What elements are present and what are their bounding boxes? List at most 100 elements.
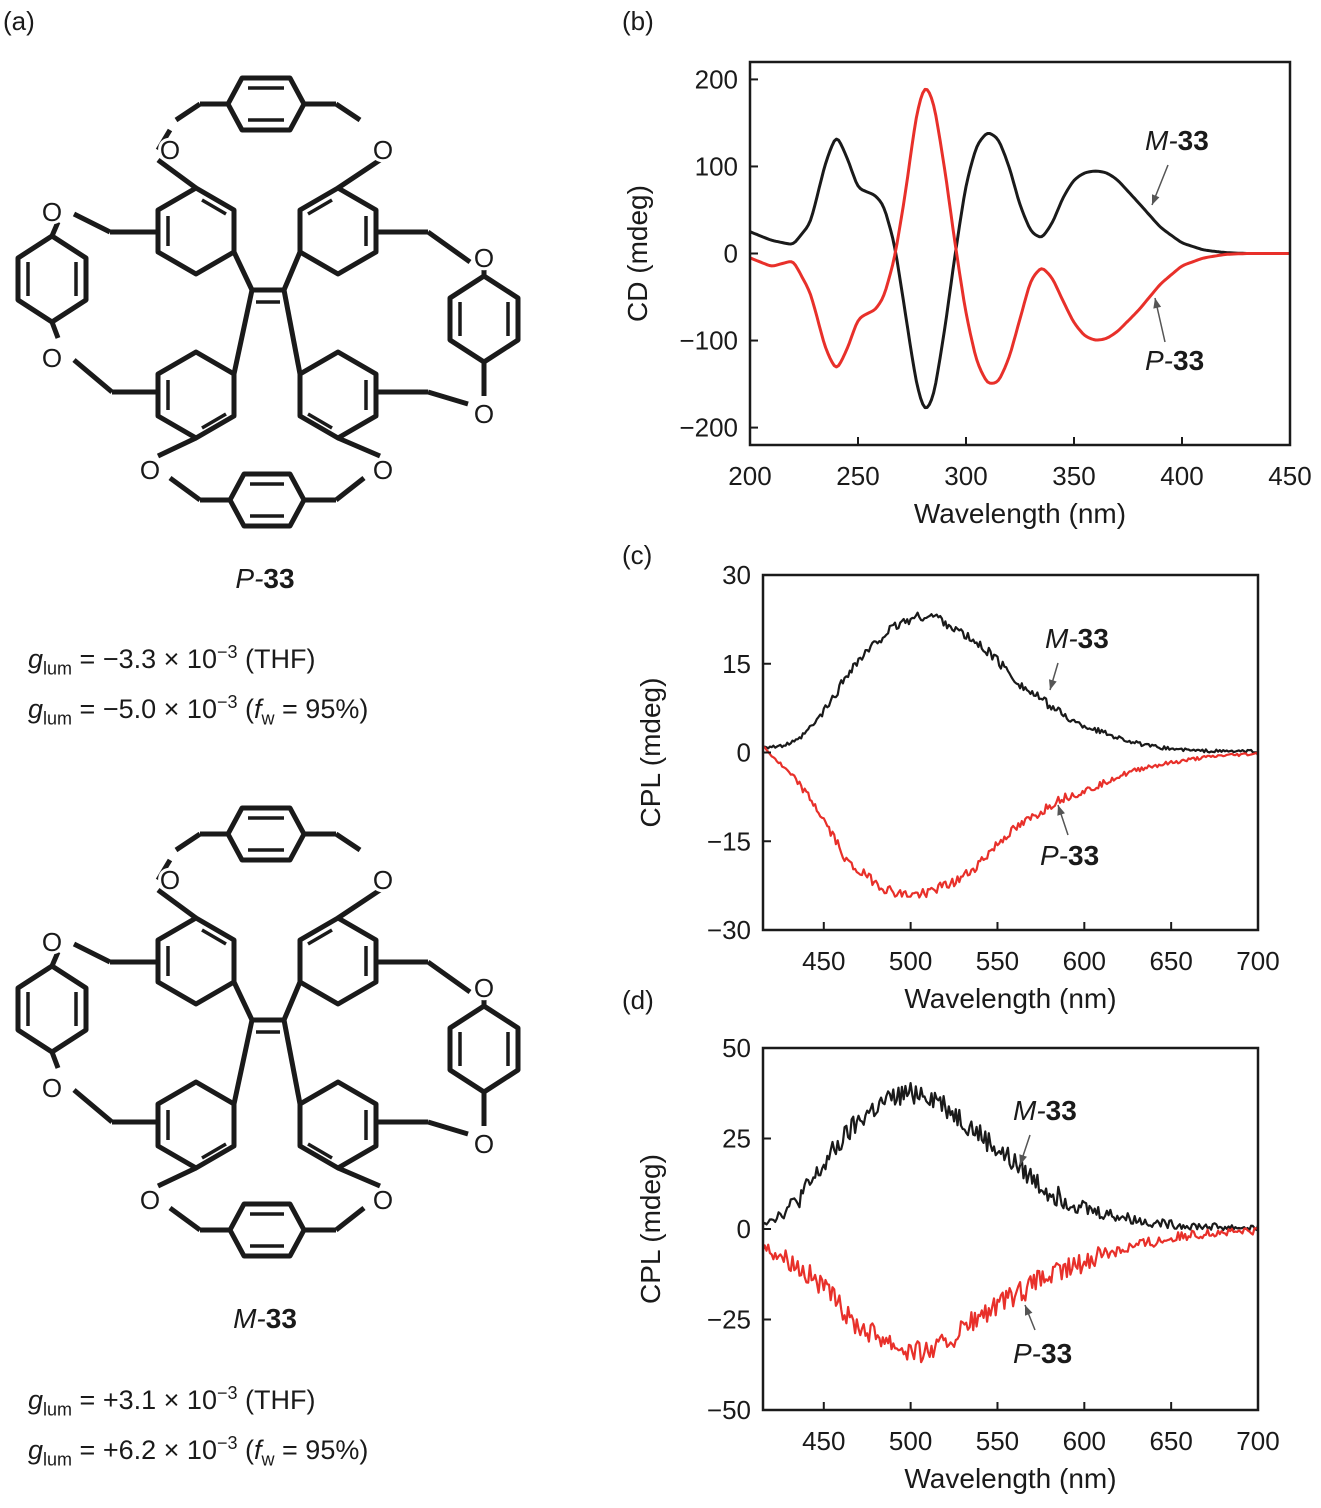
oxygen-atom-label: O bbox=[474, 973, 494, 1003]
y-tick-label: −100 bbox=[679, 326, 738, 356]
y-axis-title: CD (mdeg) bbox=[622, 185, 653, 322]
glum-symbol: g bbox=[28, 644, 44, 674]
series-line-P-33 bbox=[761, 1227, 1259, 1364]
y-tick-label: 0 bbox=[737, 1214, 751, 1244]
times-ten: × 10 bbox=[163, 694, 217, 724]
series-line-P-33 bbox=[749, 87, 1290, 385]
glum-symbol: g bbox=[28, 694, 44, 724]
y-tick-label: 50 bbox=[722, 1033, 751, 1063]
glum-condition: (THF) bbox=[245, 644, 316, 674]
x-tick-label: 500 bbox=[889, 1426, 932, 1456]
molecule-m33-structure: O O O O O O O O bbox=[18, 808, 518, 1256]
molecule-prefix: P- bbox=[235, 563, 264, 594]
glum-symbol: g bbox=[28, 1385, 44, 1415]
glum-sub: lum bbox=[43, 1399, 73, 1420]
x-tick-label: 250 bbox=[836, 461, 879, 491]
x-tick-label: 600 bbox=[1063, 1426, 1106, 1456]
x-tick-label: 650 bbox=[1149, 946, 1192, 976]
series-line-P-33 bbox=[762, 746, 1259, 899]
glum-condition-close: = 95%) bbox=[274, 694, 369, 724]
y-tick-label: −30 bbox=[707, 915, 751, 945]
series-annotation-P-33: P-33 bbox=[1145, 345, 1204, 376]
oxygen-atom-label: O bbox=[474, 243, 494, 273]
fw-symbol: f bbox=[254, 694, 262, 724]
glum-sub: lum bbox=[43, 658, 73, 679]
y-tick-label: 15 bbox=[722, 649, 751, 679]
series-annotation-P-33: P-33 bbox=[1013, 1338, 1072, 1369]
glum-p33-fw: glum = −5.0 × 10−3 (fw = 95%) bbox=[28, 692, 369, 729]
glum-condition-open: ( bbox=[245, 694, 255, 724]
series-line-M-33 bbox=[762, 611, 1259, 754]
panel-label-a: (a) bbox=[3, 6, 35, 36]
annotation-arrowhead bbox=[1025, 1305, 1033, 1316]
oxygen-atom-label: O bbox=[373, 1185, 393, 1215]
chart-d: 450 500 550 600 650 700 50 25 0 −25 −50 Wavelength … bbox=[635, 1033, 1280, 1494]
glum-exp: −3 bbox=[216, 642, 238, 662]
x-tick-label: 550 bbox=[976, 946, 1019, 976]
glum-sub: lum bbox=[43, 1449, 73, 1470]
x-tick-label: 400 bbox=[1160, 461, 1203, 491]
y-tick-label: −25 bbox=[707, 1305, 751, 1335]
x-tick-label: 600 bbox=[1063, 946, 1106, 976]
x-tick-label: 550 bbox=[976, 1426, 1019, 1456]
x-tick-label: 700 bbox=[1236, 1426, 1279, 1456]
y-tick-label: −50 bbox=[707, 1395, 751, 1425]
annotation-arrowhead bbox=[1057, 805, 1065, 816]
oxygen-atom-label: O bbox=[42, 1073, 62, 1103]
y-tick-label: 100 bbox=[695, 151, 738, 181]
plot-frame bbox=[761, 1046, 1260, 1412]
oxygen-atom-label: O bbox=[474, 1129, 494, 1159]
molecule-label-m33: M-33 bbox=[165, 1303, 365, 1335]
panel-label-c: (c) bbox=[622, 540, 653, 570]
glum-condition: (THF) bbox=[245, 1385, 316, 1415]
fw-sub: w bbox=[261, 708, 275, 729]
glum-exp: −3 bbox=[216, 1383, 238, 1403]
glum-value: −5.0 bbox=[102, 694, 157, 724]
series-annotation-M-33: M-33 bbox=[1045, 623, 1109, 654]
oxygen-atom-label: O bbox=[160, 865, 180, 895]
times-ten: × 10 bbox=[163, 1435, 217, 1465]
glum-value: +3.1 bbox=[102, 1385, 157, 1415]
glum-exp: −3 bbox=[216, 1433, 238, 1453]
glum-condition-close: = 95%) bbox=[274, 1435, 369, 1465]
y-tick-label: −15 bbox=[707, 826, 751, 856]
y-tick-label: −200 bbox=[679, 413, 738, 443]
oxygen-atom-label: O bbox=[42, 197, 62, 227]
oxygen-atom-label: O bbox=[42, 343, 62, 373]
plot-frame bbox=[748, 60, 1292, 447]
glum-p33-thf: glum = −3.3 × 10−3 (THF) bbox=[28, 642, 316, 679]
glum-exp: −3 bbox=[216, 692, 238, 712]
y-tick-label: 25 bbox=[722, 1124, 751, 1154]
y-tick-label: 30 bbox=[722, 560, 751, 590]
x-tick-label: 300 bbox=[944, 461, 987, 491]
times-ten: × 10 bbox=[163, 1385, 217, 1415]
oxygen-atom-label: O bbox=[474, 399, 494, 429]
x-tick-label: 200 bbox=[728, 461, 771, 491]
glum-symbol: g bbox=[28, 1435, 44, 1465]
oxygen-atom-label: O bbox=[373, 865, 393, 895]
x-tick-label: 500 bbox=[889, 946, 932, 976]
oxygen-atom-label: O bbox=[42, 927, 62, 957]
glum-condition-open: ( bbox=[245, 1435, 255, 1465]
x-tick-label: 700 bbox=[1236, 946, 1279, 976]
molecule-number: 33 bbox=[265, 1303, 297, 1334]
y-tick-label: 0 bbox=[724, 239, 738, 269]
x-tick-label: 650 bbox=[1149, 1426, 1192, 1456]
series-annotation-P-33: P-33 bbox=[1040, 840, 1099, 871]
oxygen-atom-label: O bbox=[140, 455, 160, 485]
panel-label-d: (d) bbox=[622, 985, 654, 1015]
x-tick-label: 350 bbox=[1052, 461, 1095, 491]
plot-frame bbox=[761, 573, 1260, 932]
y-tick-label: 0 bbox=[737, 738, 751, 768]
series-annotation-M-33: M-33 bbox=[1013, 1095, 1077, 1126]
annotation-arrowhead bbox=[1019, 1154, 1027, 1165]
panel-label-b: (b) bbox=[622, 6, 654, 36]
glum-value: +6.2 bbox=[102, 1435, 157, 1465]
x-axis-title: Wavelength (nm) bbox=[914, 498, 1126, 529]
y-axis-title: CPL (mdeg) bbox=[635, 1154, 666, 1304]
x-tick-label: 450 bbox=[802, 1426, 845, 1456]
chart-c: 450 500 550 600 650 700 30 15 0 −15 −30 Wavelength … bbox=[635, 560, 1280, 1014]
times-ten: × 10 bbox=[163, 644, 217, 674]
oxygen-atom-label: O bbox=[140, 1185, 160, 1215]
series-annotation-M-33: M-33 bbox=[1145, 125, 1209, 156]
